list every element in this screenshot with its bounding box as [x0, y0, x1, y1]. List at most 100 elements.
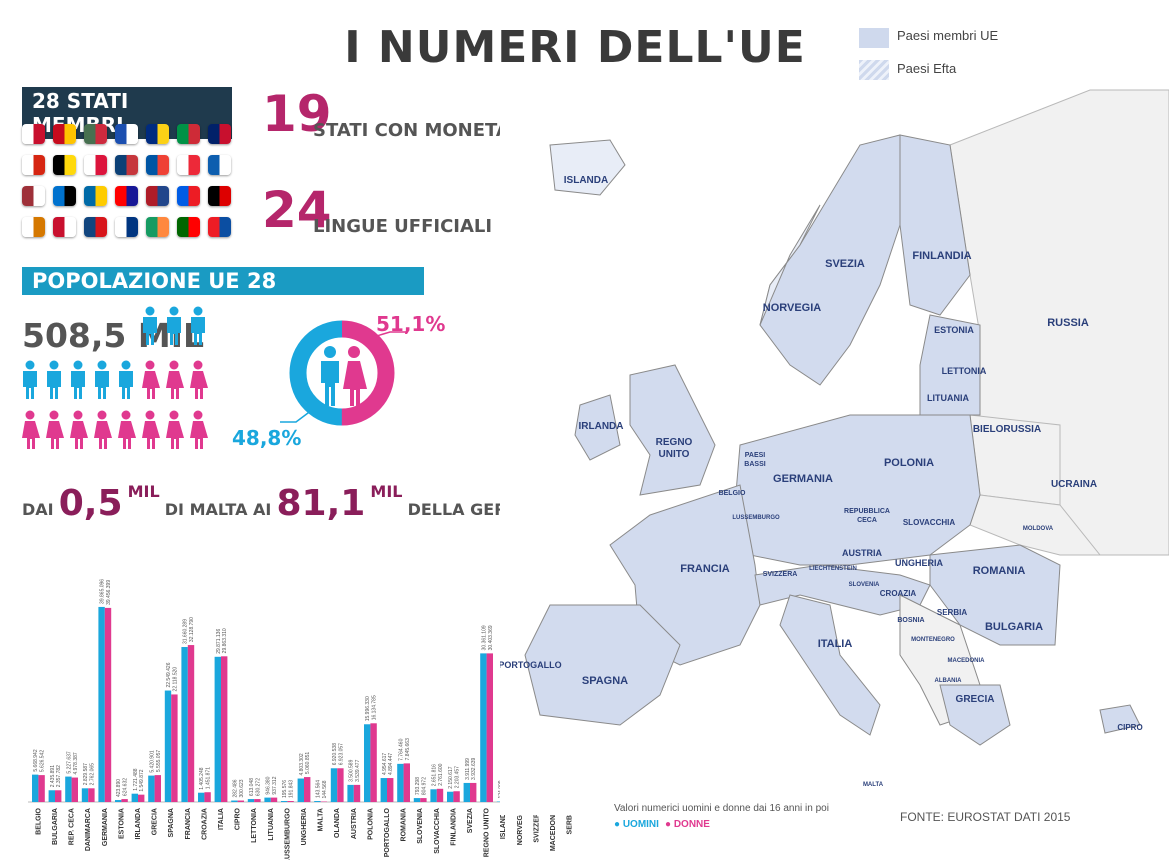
iceland-shape — [549, 139, 626, 196]
woman-icon — [70, 410, 88, 449]
category-label: SPAGNA — [168, 808, 175, 837]
bar — [154, 775, 161, 802]
category-label: ITALIA — [218, 808, 225, 830]
flag-icon — [115, 124, 138, 144]
woman-icon — [142, 360, 160, 399]
bar-value-label: 937.312 — [272, 776, 278, 794]
flag-icon — [146, 186, 169, 206]
flag-icon — [177, 186, 200, 206]
flag-icon — [146, 124, 169, 144]
range-line: DAI 0,5 MIL DI MALTA AI 81,1 MIL DELLA G… — [22, 482, 567, 524]
italy-shape — [779, 594, 881, 736]
bar-value-label: 2.651.816 — [432, 764, 438, 786]
category-label: POLONIA — [367, 808, 374, 840]
map-label: SVIZZERA — [763, 571, 798, 578]
category-label: SLOVACCHIA — [434, 808, 441, 854]
woman-icon — [142, 410, 160, 449]
bar — [48, 790, 55, 802]
bar-value-label: 5.420.901 — [149, 750, 155, 772]
flag-icon — [84, 217, 107, 237]
bar-value-label: 423.890 — [116, 779, 122, 797]
map-label: GRECIA — [956, 694, 995, 705]
woman-icon — [166, 360, 184, 399]
flag-icon — [208, 155, 231, 175]
bar-value-label: 2.435.891 — [50, 765, 56, 787]
page-title: I NUMERI DELL'UE — [344, 22, 806, 73]
bar-value-label: 1.549.872 — [139, 769, 145, 791]
category-label: AUSTRIA — [351, 808, 358, 839]
bar — [453, 791, 460, 802]
bar-value-label: 2.762.065 — [89, 763, 95, 785]
category-label: BULGARIA — [52, 808, 59, 845]
men-percent: 48,8% — [232, 426, 302, 450]
woman-icon — [22, 410, 40, 449]
map-label: LIECHTENSTEIN — [809, 566, 857, 572]
central-eu-shape — [734, 414, 981, 566]
legend-swatch-efta — [859, 60, 889, 80]
range-mid: DI MALTA AI — [164, 500, 272, 519]
map-label: AUSTRIA — [842, 548, 882, 558]
bar — [121, 799, 128, 802]
bar — [287, 801, 294, 802]
bar — [480, 653, 487, 802]
euro-count: 19 — [262, 85, 332, 143]
bar — [486, 653, 493, 802]
bar-value-label: 191.843 — [289, 780, 295, 798]
uk-shape — [629, 364, 716, 496]
flag-icon — [115, 155, 138, 175]
bar-value-label: 630.272 — [255, 778, 261, 796]
legend-efta: Paesi Efta — [897, 61, 957, 76]
bar — [297, 778, 304, 802]
languages-text: LINGUE UFFICIALI — [313, 216, 493, 237]
category-label: GRECIA — [152, 808, 159, 835]
map-label: UCRAINA — [1051, 479, 1097, 490]
bar — [231, 800, 238, 802]
map-label: MOLDOVA — [1023, 526, 1054, 532]
bar-value-label: 2.203.457 — [455, 766, 461, 788]
map-label: FINLANDIA — [912, 250, 971, 262]
legend-women-label: DONNE — [673, 819, 710, 830]
bar-value-label: 144.568 — [322, 780, 328, 798]
chart-note: Valori numerici uomini e donne dai 16 an… — [614, 803, 829, 814]
category-label: MALTA — [318, 808, 325, 831]
flag-icon — [22, 186, 45, 206]
category-label: SLOVENIA — [417, 808, 424, 844]
category-label: FINLANDIA — [450, 808, 457, 846]
bar-value-label: 29.871.136 — [216, 629, 222, 654]
bar — [81, 788, 89, 802]
bar-value-label: 22.118.520 — [172, 667, 178, 692]
languages-count: 24 — [262, 181, 332, 239]
bar-value-label: 7.845.663 — [405, 738, 411, 760]
donut-women-arc — [289, 320, 395, 426]
legend-women: ● DONNE — [665, 819, 710, 830]
bar-value-label: 16.134.785 — [372, 695, 378, 720]
bar — [38, 775, 45, 802]
bar-value-label: 195.576 — [282, 780, 288, 798]
map-label: POLONIA — [884, 457, 934, 469]
bar — [148, 775, 155, 802]
map-label: RUSSIA — [1047, 317, 1089, 329]
bar — [264, 797, 271, 802]
man-icon — [167, 306, 181, 345]
category-label: LETTONIA — [251, 808, 258, 843]
category-label: ISLANDA — [500, 808, 507, 839]
source-text: FONTE: EUROSTAT DATI 2015 — [900, 810, 1071, 824]
category-label: ROMANIA — [401, 808, 408, 841]
bar — [198, 792, 205, 802]
map-label: ISLANDA — [564, 175, 608, 186]
bar — [204, 792, 211, 802]
bar — [32, 774, 39, 802]
map-label: SVEZIA — [825, 258, 865, 270]
woman-icon — [166, 410, 184, 449]
bar-value-label: 5.060.851 — [305, 752, 311, 774]
flags-grid — [22, 124, 237, 244]
bar — [98, 606, 105, 802]
bar-value-label: 4.803.302 — [299, 753, 305, 775]
flag-icon — [22, 124, 45, 144]
flag-icon — [22, 155, 45, 175]
map-label: FRANCIA — [680, 563, 730, 575]
flag-icon — [177, 155, 200, 175]
bar — [55, 790, 62, 802]
bar — [380, 778, 387, 802]
bar — [397, 763, 404, 802]
